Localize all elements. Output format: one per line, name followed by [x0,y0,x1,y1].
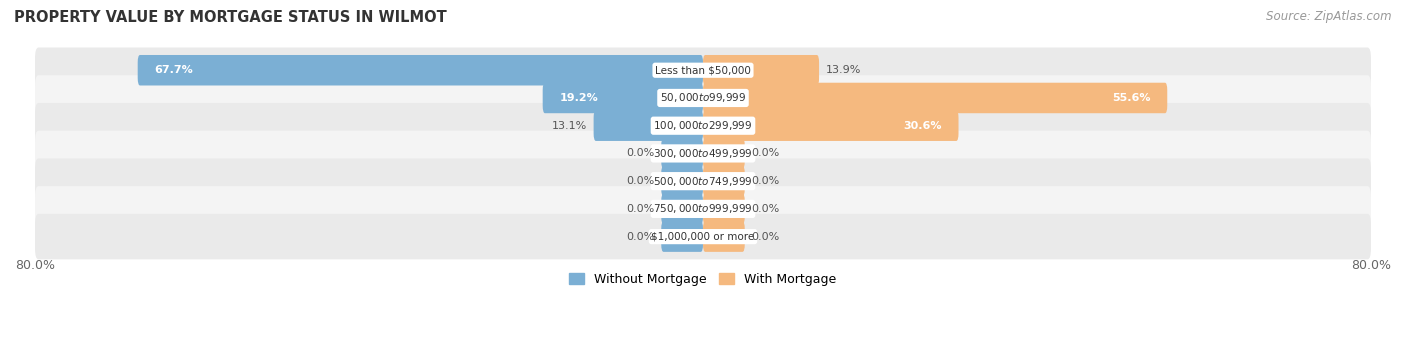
FancyBboxPatch shape [593,110,703,141]
Text: PROPERTY VALUE BY MORTGAGE STATUS IN WILMOT: PROPERTY VALUE BY MORTGAGE STATUS IN WIL… [14,10,447,25]
FancyBboxPatch shape [703,194,745,224]
FancyBboxPatch shape [661,138,703,169]
Text: 0.0%: 0.0% [626,176,655,186]
FancyBboxPatch shape [543,83,703,113]
Text: 13.1%: 13.1% [551,121,586,131]
Text: $500,000 to $749,999: $500,000 to $749,999 [654,175,752,188]
Text: $50,000 to $99,999: $50,000 to $99,999 [659,91,747,104]
Text: 0.0%: 0.0% [751,149,780,158]
Text: Source: ZipAtlas.com: Source: ZipAtlas.com [1267,10,1392,23]
Text: 0.0%: 0.0% [626,232,655,242]
FancyBboxPatch shape [35,131,1371,176]
FancyBboxPatch shape [703,55,820,85]
FancyBboxPatch shape [703,138,745,169]
Text: 0.0%: 0.0% [751,204,780,214]
Text: 30.6%: 30.6% [903,121,942,131]
Text: 55.6%: 55.6% [1112,93,1150,103]
FancyBboxPatch shape [35,48,1371,93]
FancyBboxPatch shape [661,166,703,197]
Text: $300,000 to $499,999: $300,000 to $499,999 [654,147,752,160]
FancyBboxPatch shape [138,55,703,85]
Text: 0.0%: 0.0% [751,176,780,186]
FancyBboxPatch shape [35,214,1371,259]
FancyBboxPatch shape [35,158,1371,204]
FancyBboxPatch shape [35,103,1371,149]
FancyBboxPatch shape [661,221,703,252]
Text: 13.9%: 13.9% [825,65,860,75]
FancyBboxPatch shape [703,221,745,252]
Text: $1,000,000 or more: $1,000,000 or more [651,232,755,242]
Text: 0.0%: 0.0% [626,149,655,158]
Text: 0.0%: 0.0% [626,204,655,214]
FancyBboxPatch shape [703,83,1167,113]
FancyBboxPatch shape [35,75,1371,121]
Text: $100,000 to $299,999: $100,000 to $299,999 [654,119,752,132]
Text: Less than $50,000: Less than $50,000 [655,65,751,75]
FancyBboxPatch shape [703,166,745,197]
Text: $750,000 to $999,999: $750,000 to $999,999 [654,202,752,215]
FancyBboxPatch shape [703,110,959,141]
FancyBboxPatch shape [35,186,1371,232]
FancyBboxPatch shape [661,194,703,224]
Text: 19.2%: 19.2% [560,93,598,103]
Legend: Without Mortgage, With Mortgage: Without Mortgage, With Mortgage [564,268,842,291]
Text: 67.7%: 67.7% [155,65,193,75]
Text: 0.0%: 0.0% [751,232,780,242]
